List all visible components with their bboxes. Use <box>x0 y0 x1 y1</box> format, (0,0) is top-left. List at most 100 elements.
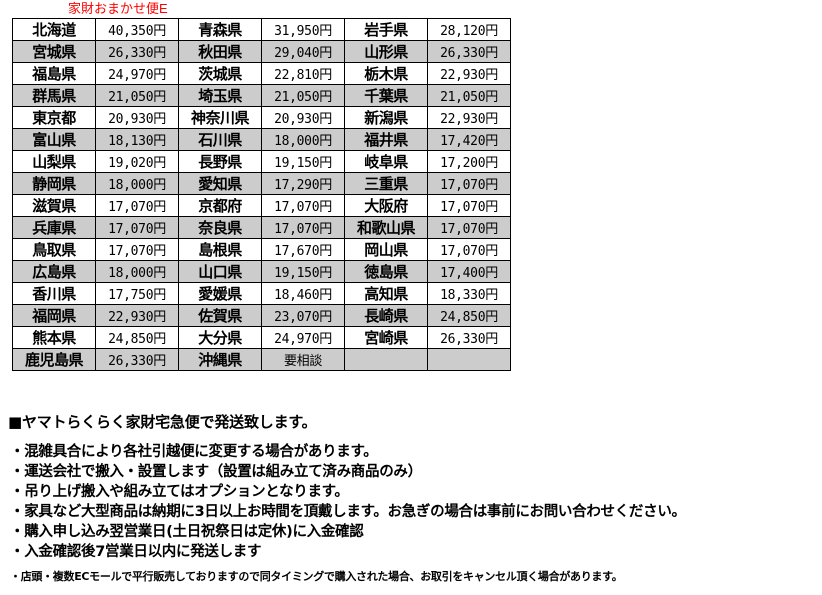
fee-cell: 要相談 <box>261 348 345 371</box>
prefecture-cell: 北海道 <box>12 18 96 41</box>
table-row: 広島県 18,000円 山口県 19,150円 徳島県 17,400円 <box>12 260 511 283</box>
prefecture-cell: 愛媛県 <box>178 282 262 305</box>
fee-cell: 26,330円 <box>95 348 179 371</box>
table-row: 鳥取県 17,070円 島根県 17,670円 岡山県 17,070円 <box>12 238 511 261</box>
note-line: ・購入申し込み翌営業日(土日祝祭日は定休)に入金確認 <box>10 524 364 540</box>
fee-cell: 17,070円 <box>427 238 511 261</box>
prefecture-cell: 三重県 <box>344 172 428 195</box>
prefecture-cell: 高知県 <box>344 282 428 305</box>
fee-cell: 17,670円 <box>261 238 345 261</box>
prefecture-cell: 広島県 <box>12 260 96 283</box>
fee-cell: 26,330円 <box>427 326 511 349</box>
fee-cell: 18,460円 <box>261 282 345 305</box>
prefecture-cell: 茨城県 <box>178 62 262 85</box>
table-row: 滋賀県 17,070円 京都府 17,070円 大阪府 17,070円 <box>12 194 511 217</box>
fee-cell: 18,130円 <box>95 128 179 151</box>
prefecture-cell: 新潟県 <box>344 106 428 129</box>
prefecture-cell: 京都府 <box>178 194 262 217</box>
prefecture-cell: 香川県 <box>12 282 96 305</box>
fee-cell: 21,050円 <box>261 84 345 107</box>
fee-cell: 24,970円 <box>261 326 345 349</box>
prefecture-cell: 和歌山県 <box>344 216 428 239</box>
prefecture-cell: 鳥取県 <box>12 238 96 261</box>
prefecture-cell: 山口県 <box>178 260 262 283</box>
fee-cell: 17,400円 <box>427 260 511 283</box>
prefecture-cell: 島根県 <box>178 238 262 261</box>
prefecture-cell: 岐阜県 <box>344 150 428 173</box>
fee-cell: 24,970円 <box>95 62 179 85</box>
prefecture-cell: 富山県 <box>12 128 96 151</box>
prefecture-cell: 沖縄県 <box>178 348 262 371</box>
fee-cell: 40,350円 <box>95 18 179 41</box>
table-row: 東京都 20,930円 神奈川県 20,930円 新潟県 22,930円 <box>12 106 511 129</box>
fee-cell: 28,120円 <box>427 18 511 41</box>
fee-cell: 18,330円 <box>427 282 511 305</box>
fee-cell: 17,070円 <box>427 172 511 195</box>
fee-cell: 17,750円 <box>95 282 179 305</box>
table-row: 山梨県 19,020円 長野県 19,150円 岐阜県 17,200円 <box>12 150 511 173</box>
prefecture-cell: 栃木県 <box>344 62 428 85</box>
table-row: 兵庫県 17,070円 奈良県 17,070円 和歌山県 17,070円 <box>12 216 511 239</box>
note-line: ・運送会社で搬入・設置します（設置は組み立て済み商品のみ） <box>10 464 422 480</box>
fee-cell: 22,930円 <box>95 304 179 327</box>
prefecture-cell: 滋賀県 <box>12 194 96 217</box>
prefecture-cell: 福岡県 <box>12 304 96 327</box>
table-row: 群馬県 21,050円 埼玉県 21,050円 千葉県 21,050円 <box>12 84 511 107</box>
prefecture-cell: 大分県 <box>178 326 262 349</box>
fee-cell: 20,930円 <box>95 106 179 129</box>
fee-cell: 18,000円 <box>95 260 179 283</box>
fee-cell: 19,150円 <box>261 150 345 173</box>
table-row: 北海道 40,350円 青森県 31,950円 岩手県 28,120円 <box>12 18 511 41</box>
prefecture-cell: 福島県 <box>12 62 96 85</box>
prefecture-cell: 大阪府 <box>344 194 428 217</box>
fee-cell: 23,070円 <box>261 304 345 327</box>
table-row: 富山県 18,130円 石川県 18,000円 福井県 17,420円 <box>12 128 511 151</box>
fee-cell: 17,420円 <box>427 128 511 151</box>
prefecture-cell: 岩手県 <box>344 18 428 41</box>
fee-cell: 19,150円 <box>261 260 345 283</box>
fee-cell: 29,040円 <box>261 40 345 63</box>
fee-cell: 17,070円 <box>261 194 345 217</box>
table-row: 福岡県 22,930円 佐賀県 23,070円 長崎県 24,850円 <box>12 304 511 327</box>
prefecture-cell: 山梨県 <box>12 150 96 173</box>
prefecture-cell: 秋田県 <box>178 40 262 63</box>
prefecture-cell: 埼玉県 <box>178 84 262 107</box>
table-row: 熊本県 24,850円 大分県 24,970円 宮崎県 26,330円 <box>12 326 511 349</box>
fee-cell: 17,070円 <box>427 216 511 239</box>
prefecture-cell: 奈良県 <box>178 216 262 239</box>
fee-cell: 18,000円 <box>95 172 179 195</box>
shipping-fee-table: 北海道 40,350円 青森県 31,950円 岩手県 28,120円 宮城県 26,330円… <box>12 18 511 371</box>
table-row: 静岡県 18,000円 愛知県 17,290円 三重県 17,070円 <box>12 172 511 195</box>
notes-heading: ■ヤマトらくらく家財宅急便で発送致します。 <box>8 413 317 431</box>
prefecture-cell: 群馬県 <box>12 84 96 107</box>
fee-cell: 26,330円 <box>427 40 511 63</box>
fee-cell: 19,020円 <box>95 150 179 173</box>
fee-cell: 17,070円 <box>427 194 511 217</box>
prefecture-cell: 岡山県 <box>344 238 428 261</box>
fee-cell: 22,930円 <box>427 62 511 85</box>
prefecture-cell: 鹿児島県 <box>12 348 96 371</box>
table-row: 鹿児島県 26,330円 沖縄県 要相談 <box>12 348 511 371</box>
prefecture-cell <box>344 348 428 371</box>
table-row: 福島県 24,970円 茨城県 22,810円 栃木県 22,930円 <box>12 62 511 85</box>
fee-cell: 22,810円 <box>261 62 345 85</box>
prefecture-cell: 神奈川県 <box>178 106 262 129</box>
fee-cell: 17,070円 <box>95 194 179 217</box>
fee-cell: 17,070円 <box>95 238 179 261</box>
shipping-fee-table-body: 北海道 40,350円 青森県 31,950円 岩手県 28,120円 宮城県 26,330円… <box>12 18 511 371</box>
notes-list: ・混雑具合により各社引越便に変更する場合があります。 ・運送会社で搬入・設置します… <box>8 442 814 562</box>
prefecture-cell: 兵庫県 <box>12 216 96 239</box>
table-row: 香川県 17,750円 愛媛県 18,460円 高知県 18,330円 <box>12 282 511 305</box>
notes-fine-print: ・店頭・複数ECモールで平行販売しておりますので同タイミングで購入された場合、お… <box>10 570 623 583</box>
prefecture-cell: 石川県 <box>178 128 262 151</box>
prefecture-cell: 山形県 <box>344 40 428 63</box>
prefecture-cell: 青森県 <box>178 18 262 41</box>
fee-cell: 21,050円 <box>95 84 179 107</box>
prefecture-cell: 宮崎県 <box>344 326 428 349</box>
note-line: ・吊り上げ搬入や組み立てはオプションとなります。 <box>10 484 349 500</box>
fee-cell: 17,290円 <box>261 172 345 195</box>
prefecture-cell: 愛知県 <box>178 172 262 195</box>
prefecture-cell: 熊本県 <box>12 326 96 349</box>
note-line: ・家具など大型商品は納期に3日以上お時間を頂戴します。お急ぎの場合は事前にお問い… <box>10 504 686 520</box>
fee-cell: 18,000円 <box>261 128 345 151</box>
